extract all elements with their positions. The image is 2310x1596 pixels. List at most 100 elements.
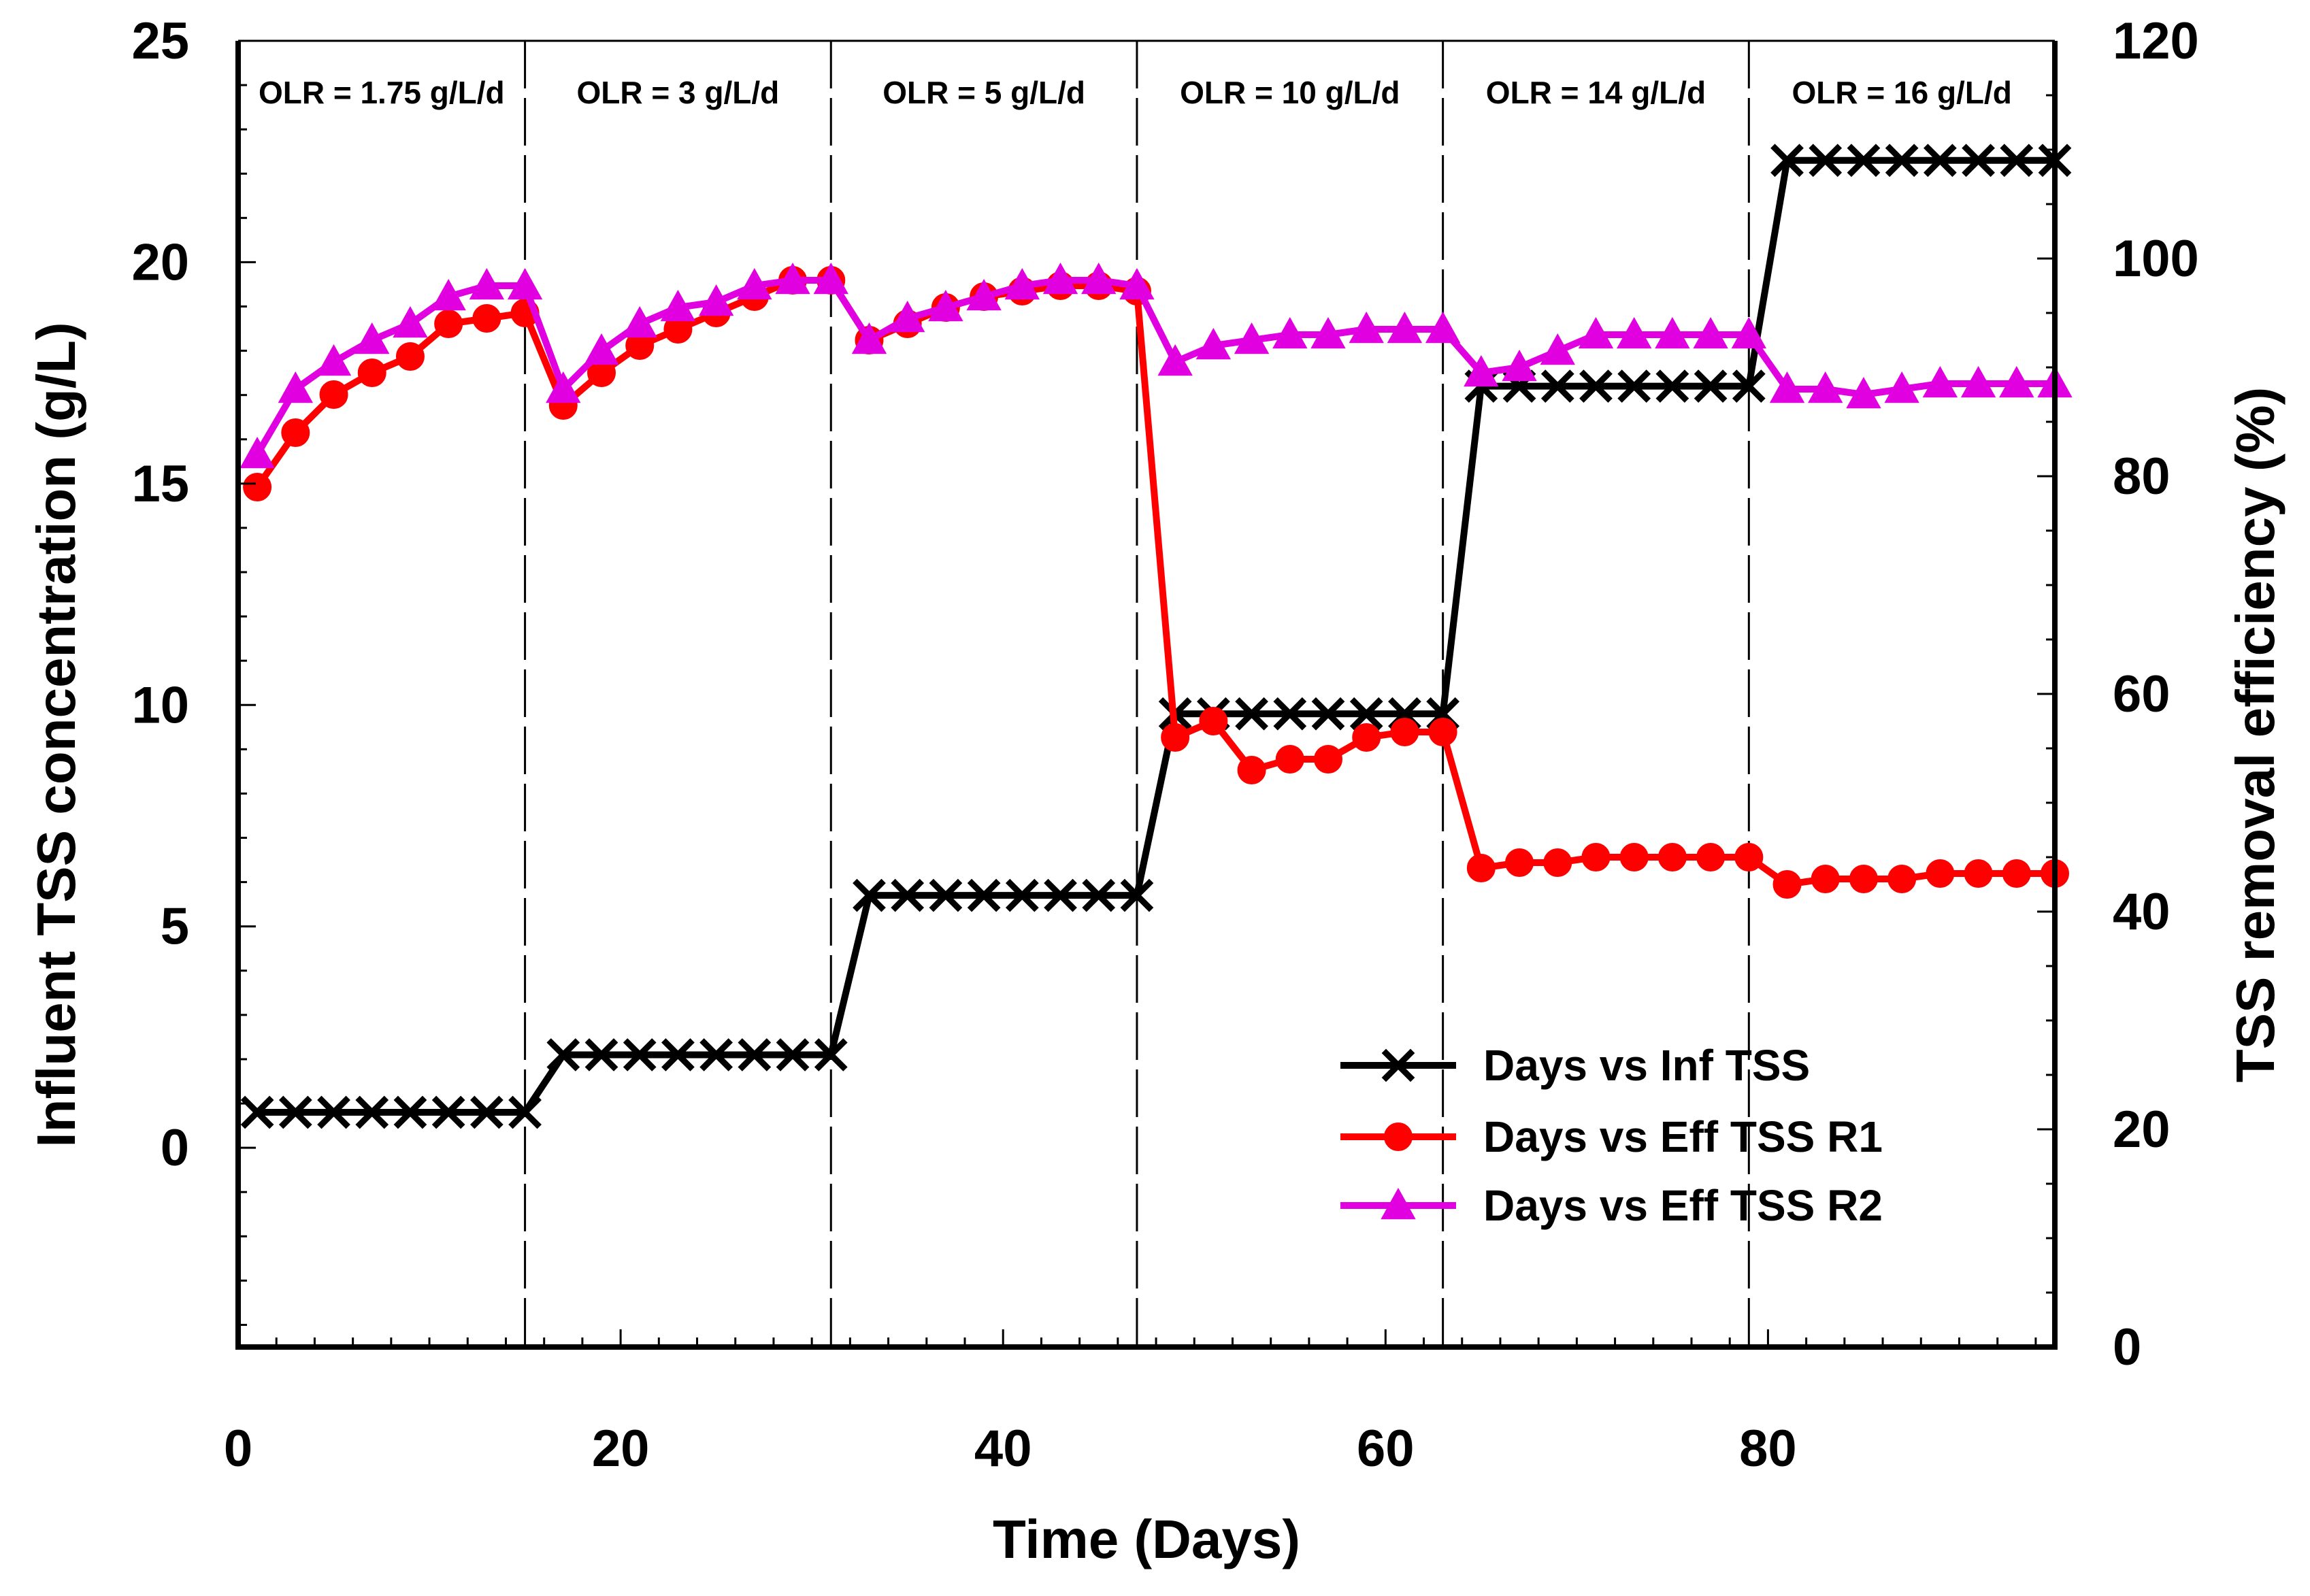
data-point-s3-43 — [1846, 376, 1881, 409]
data-point-s2-29 — [1314, 745, 1342, 774]
left-y-axis-title: Influent TSS concentration (g/L) — [26, 322, 86, 1147]
y2-tick-label: 0 — [2113, 1318, 2141, 1376]
data-point-s3-42 — [1808, 371, 1843, 403]
legend-label-2: Days vs Eff TSS R1 — [1483, 1112, 1883, 1161]
data-point-s3-33 — [1464, 354, 1499, 387]
data-point-s1-14 — [738, 1038, 772, 1071]
data-point-s2-44 — [1887, 865, 1917, 893]
olr-label-6: OLR = 16 g/L/d — [1792, 75, 2011, 110]
data-point-s3-21 — [1004, 267, 1040, 300]
y2-tick-label: 100 — [2113, 230, 2199, 288]
data-point-s3-29 — [1310, 316, 1346, 349]
data-point-s1-20 — [967, 878, 1001, 912]
data-point-s3-3 — [316, 344, 352, 376]
data-point-s3-45 — [1922, 365, 1958, 398]
data-point-s3-22 — [1042, 262, 1078, 295]
y-tick-label: 0 — [161, 1119, 189, 1177]
data-point-s1-37 — [1617, 369, 1651, 403]
legend-label-3: Days vs Eff TSS R2 — [1483, 1181, 1883, 1230]
data-point-s1-29 — [1311, 697, 1345, 731]
data-point-s1-6 — [431, 1095, 465, 1129]
data-point-s3-37 — [1616, 316, 1652, 349]
data-point-s3-12 — [660, 289, 696, 322]
data-point-s2-4 — [357, 359, 386, 387]
data-point-s3-27 — [1234, 322, 1270, 354]
data-point-s3-40 — [1731, 316, 1767, 349]
data-point-s3-34 — [1502, 349, 1537, 382]
data-point-s1-28 — [1273, 697, 1307, 731]
data-point-s2-35 — [1543, 848, 1572, 877]
series-2 — [243, 266, 2069, 899]
data-point-s2-30 — [1352, 723, 1381, 752]
data-point-s2-38 — [1657, 843, 1687, 871]
olr-label-3: OLR = 5 g/L/d — [882, 75, 1085, 110]
data-point-s3-28 — [1272, 316, 1308, 349]
data-point-s1-12 — [661, 1038, 695, 1071]
data-point-s2-43 — [1849, 865, 1878, 893]
data-point-s1-13 — [699, 1038, 733, 1071]
olr-label-5: OLR = 14 g/L/d — [1486, 75, 1706, 110]
data-point-s3-5 — [393, 305, 428, 338]
data-point-s1-4 — [355, 1095, 389, 1129]
data-point-s1-8 — [508, 1095, 542, 1129]
data-point-s1-3 — [317, 1095, 350, 1129]
data-point-s2-32 — [1428, 718, 1457, 746]
legend-entry-1: Days vs Inf TSS — [1340, 1041, 1810, 1090]
data-point-s2-33 — [1466, 854, 1496, 882]
y-tick-label: 10 — [131, 676, 189, 734]
data-point-s1-36 — [1579, 369, 1613, 403]
data-point-s3-19 — [928, 289, 963, 322]
data-point-s1-19 — [929, 878, 963, 912]
data-point-s3-41 — [1769, 371, 1805, 403]
data-point-s2-31 — [1390, 718, 1419, 746]
olr-label-1: OLR = 1.75 g/L/d — [259, 75, 505, 110]
x-tick-label: 0 — [224, 1420, 252, 1478]
data-point-s2-45 — [1926, 859, 1955, 888]
x-tick-label: 20 — [592, 1420, 650, 1478]
data-point-s1-16 — [814, 1038, 848, 1071]
data-point-s1-41 — [1770, 144, 1804, 178]
legend-entry-3: Days vs Eff TSS R2 — [1340, 1181, 1883, 1230]
data-point-s3-14 — [737, 267, 772, 300]
data-point-s3-1 — [240, 436, 275, 469]
data-point-s2-28 — [1275, 745, 1304, 774]
y-tick-label: 15 — [131, 455, 189, 513]
data-point-s1-39 — [1694, 369, 1728, 403]
data-point-s2-34 — [1505, 848, 1534, 877]
data-point-s1-23 — [1082, 878, 1116, 912]
y2-tick-label: 20 — [2113, 1101, 2171, 1159]
data-point-s3-11 — [622, 305, 657, 338]
data-point-s1-1 — [240, 1095, 274, 1129]
data-point-s2-25 — [1161, 723, 1190, 752]
series-3 — [240, 262, 2073, 469]
data-point-s2-37 — [1619, 843, 1649, 871]
y2-tick-label: 80 — [2113, 448, 2171, 505]
data-point-s1-40 — [1732, 369, 1766, 403]
data-point-s3-16 — [813, 262, 848, 295]
data-point-s1-35 — [1540, 369, 1574, 403]
data-point-s2-39 — [1696, 843, 1726, 871]
data-point-s3-31 — [1387, 311, 1423, 344]
x-tick-label: 80 — [1739, 1420, 1797, 1478]
data-point-s3-6 — [431, 278, 466, 311]
data-point-s3-17 — [851, 322, 887, 354]
data-point-s2-1 — [243, 473, 272, 501]
data-point-s1-43 — [1847, 144, 1881, 178]
data-point-s2-7 — [472, 304, 501, 333]
y-tick-label: 5 — [161, 898, 189, 956]
x-axis-title: Time (Days) — [993, 1509, 1300, 1569]
y2-tick-label: 40 — [2113, 883, 2171, 941]
data-point-s2-2 — [281, 418, 310, 447]
data-point-s2-5 — [395, 342, 425, 371]
data-point-s1-18 — [891, 878, 925, 912]
data-point-s3-47 — [1999, 365, 2034, 398]
data-point-s3-9 — [546, 371, 581, 403]
y2-tick-label: 60 — [2113, 665, 2171, 723]
data-point-s3-30 — [1349, 311, 1384, 344]
data-point-s2-41 — [1772, 870, 1802, 899]
data-point-s2-3 — [319, 380, 348, 409]
x-tick-label: 60 — [1357, 1420, 1415, 1478]
y2-tick-label: 120 — [2113, 12, 2199, 70]
x-tick-label: 40 — [974, 1420, 1032, 1478]
